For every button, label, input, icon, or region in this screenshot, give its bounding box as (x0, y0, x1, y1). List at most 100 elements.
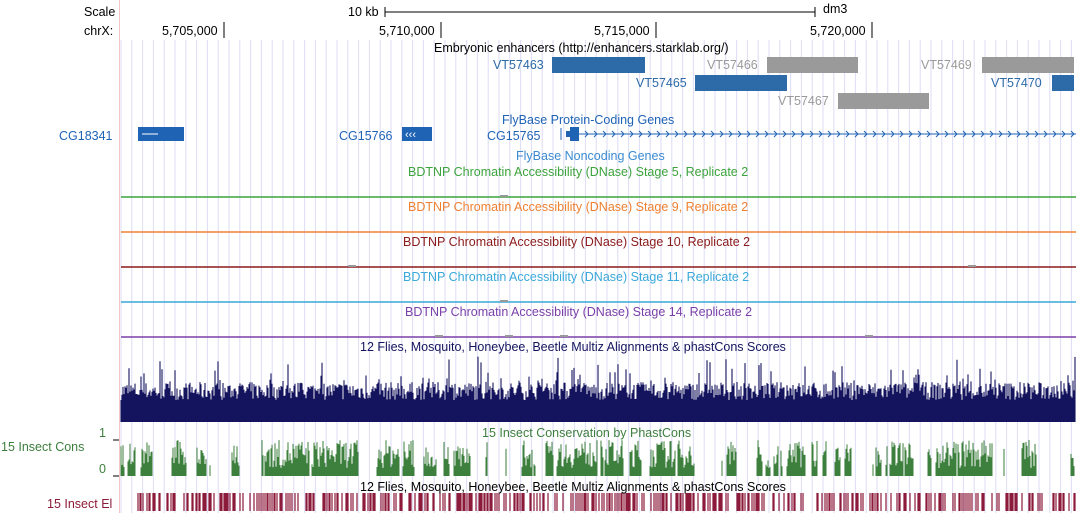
strand-chevron-icon (674, 130, 679, 138)
gene-utr[interactable] (566, 131, 570, 137)
strand-chevron-icon (1043, 130, 1048, 138)
dnase-peak (865, 335, 873, 337)
chrom-label: chrX: (84, 24, 114, 38)
enhancer-label[interactable]: VT57466 (707, 58, 758, 72)
scale-bar-label: 10 kb (348, 5, 379, 19)
dnase-peak (505, 335, 513, 337)
multiz-score-bars[interactable] (120, 356, 1076, 422)
strand-chevron-icon (989, 130, 994, 138)
dnase-peak (500, 300, 508, 302)
strand-chevron-icon (1061, 130, 1066, 138)
enhancer-label[interactable]: VT57463 (493, 58, 544, 72)
track-title-dnase-stage10[interactable]: BDTNP Chromatin Accessibility (DNase) St… (403, 235, 751, 249)
strand-chevron-icon (917, 130, 922, 138)
strand-chevron-icon (836, 130, 841, 138)
strand-arrow-icon: ‹‹‹ (405, 129, 416, 141)
strand-chevron-icon (1070, 130, 1075, 138)
strand-chevron-icon (764, 130, 769, 138)
track-title-dnase-stage11[interactable]: BDTNP Chromatin Accessibility (DNase) St… (403, 270, 750, 284)
strand-chevron-icon (1052, 130, 1057, 138)
strand-chevron-icon (845, 130, 850, 138)
y-axis-min-label: 0 (99, 462, 106, 476)
enhancer-box[interactable] (767, 57, 858, 73)
enhancer-label[interactable]: VT57467 (778, 94, 829, 108)
strand-chevron-icon (800, 130, 805, 138)
enhancer-label[interactable]: VT57465 (636, 76, 687, 90)
strand-chevron-icon (863, 130, 868, 138)
strand-chevron-icon (980, 130, 985, 138)
strand-chevron-icon (611, 130, 616, 138)
strand-chevron-icon (773, 130, 778, 138)
strand-chevron-icon (719, 130, 724, 138)
dnase-peak (435, 335, 443, 337)
strand-chevron-icon (1025, 130, 1030, 138)
assembly-label: dm3 (823, 2, 848, 16)
enhancer-label[interactable]: VT57469 (921, 58, 972, 72)
strand-chevron-icon (827, 130, 832, 138)
strand-chevron-icon (665, 130, 670, 138)
strand-chevron-icon (971, 130, 976, 138)
strand-chevron-icon (818, 130, 823, 138)
strand-chevron-icon (602, 130, 607, 138)
enhancer-box[interactable] (838, 93, 929, 109)
strand-chevron-icon (809, 130, 814, 138)
strand-chevron-icon (890, 130, 895, 138)
enhancer-box[interactable] (982, 57, 1074, 73)
strand-chevron-icon (647, 130, 652, 138)
enhancer-box[interactable] (695, 75, 787, 91)
strand-chevron-icon (692, 130, 697, 138)
gene-block-cg18341[interactable] (138, 127, 184, 141)
side-label-insect-cons[interactable]: 15 Insect Cons (1, 440, 85, 454)
strand-chevron-icon (656, 130, 661, 138)
track-title-multiz[interactable]: 12 Flies, Mosquito, Honeybee, Beetle Mul… (360, 340, 786, 354)
strand-chevron-icon (701, 130, 706, 138)
strand-chevron-icon (755, 130, 760, 138)
strand-chevron-icon (746, 130, 751, 138)
strand-chevron-icon (935, 130, 940, 138)
strand-chevron-icon (683, 130, 688, 138)
track-title-insect-cons[interactable]: 15 Insect Conservation by PhastCons (482, 426, 692, 440)
track-title-dnase-stage14[interactable]: BDTNP Chromatin Accessibility (DNase) St… (405, 305, 753, 319)
strand-chevron-icon (1034, 130, 1039, 138)
strand-chevron-icon (782, 130, 787, 138)
track-title-enhancers[interactable]: Embryonic enhancers (http://enhancers.st… (434, 41, 729, 55)
track-title-protein-coding[interactable]: FlyBase Protein-Coding Genes (502, 113, 675, 127)
gene-label[interactable]: CG15765 (487, 129, 541, 143)
dnase-peak (968, 265, 976, 267)
track-title-dnase-stage5[interactable]: BDTNP Chromatin Accessibility (DNase) St… (408, 165, 749, 179)
gene-exon[interactable] (570, 127, 579, 141)
ruler-tick-label: 5,720,000 (810, 24, 866, 38)
enhancer-box[interactable] (1052, 75, 1074, 91)
y-axis-max-label: 1 (99, 426, 106, 440)
conserved-elements[interactable] (137, 493, 1076, 511)
track-title-elements[interactable]: 12 Flies, Mosquito, Honeybee, Beetle Mul… (360, 480, 786, 494)
gene-block-cg15766[interactable] (402, 127, 432, 141)
strand-chevron-icon (638, 130, 643, 138)
strand-chevron-icon (881, 130, 886, 138)
strand-chevron-icon (584, 130, 589, 138)
dnase-peak (560, 335, 568, 337)
strand-chevron-icon (1016, 130, 1021, 138)
ruler-tick-label: 5,715,000 (594, 24, 650, 38)
strand-chevron-icon (908, 130, 913, 138)
strand-chevron-icon (629, 130, 634, 138)
side-label-insect-elements[interactable]: 15 Insect El (47, 497, 113, 511)
gene-label[interactable]: CG15766 (339, 129, 393, 143)
strand-chevron-icon (953, 130, 958, 138)
track-title-noncoding[interactable]: FlyBase Noncoding Genes (516, 149, 665, 163)
strand-chevron-icon (620, 130, 625, 138)
enhancer-label[interactable]: VT57470 (991, 76, 1042, 90)
strand-chevron-icon (737, 130, 742, 138)
enhancer-box[interactable] (552, 57, 645, 73)
conservation-bars[interactable] (120, 440, 1075, 476)
gene-label[interactable]: CG18341 (59, 129, 113, 143)
track-title-dnase-stage9[interactable]: BDTNP Chromatin Accessibility (DNase) St… (408, 200, 749, 214)
strand-chevron-icon (872, 130, 877, 138)
strand-chevron-icon (998, 130, 1003, 138)
strand-chevron-icon (593, 130, 598, 138)
strand-chevron-icon (944, 130, 949, 138)
strand-chevron-icon (926, 130, 931, 138)
